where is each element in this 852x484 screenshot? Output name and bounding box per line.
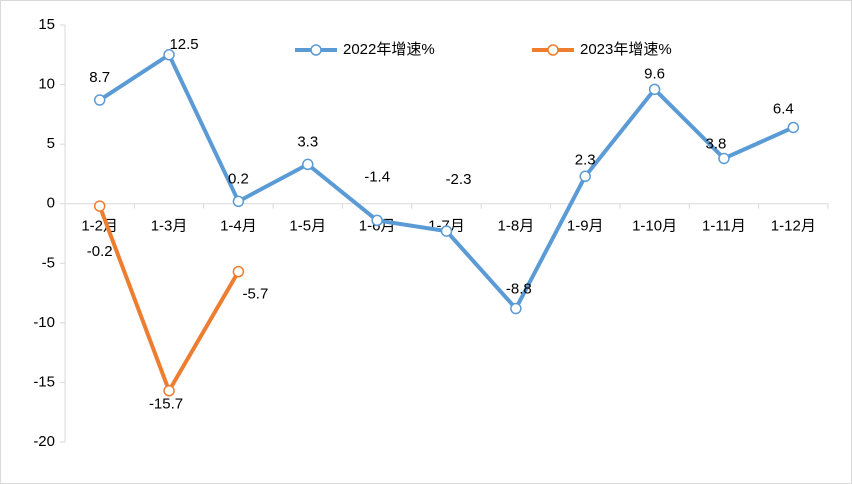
data-point	[579, 170, 591, 183]
data-point	[302, 158, 314, 171]
data-point	[93, 94, 106, 106]
data-point	[232, 265, 245, 278]
data-point	[232, 195, 245, 208]
y-tick-label: 0	[47, 195, 55, 212]
data-point	[440, 225, 453, 237]
data-point	[163, 49, 175, 61]
data-label: -2.3	[446, 171, 472, 188]
legend-label: 2022年增速%	[343, 41, 435, 58]
data-label: 2.3	[575, 151, 596, 168]
legend-marker	[547, 44, 559, 56]
x-tick-label: 1-8月	[498, 218, 535, 235]
data-label: -0.2	[87, 243, 113, 260]
y-tick-label: -5	[42, 254, 55, 271]
data-label: -8.8	[506, 281, 532, 298]
y-tick-label: 10	[38, 76, 55, 93]
data-label: -5.7	[242, 286, 268, 303]
y-tick-label: -15	[33, 373, 55, 390]
data-point	[648, 83, 661, 96]
legend-marker	[310, 44, 322, 56]
x-tick-label: 1-5月	[289, 218, 326, 235]
data-label: 3.8	[706, 135, 727, 152]
data-label: 8.7	[89, 69, 110, 86]
data-point	[93, 200, 106, 212]
y-tick-label: 15	[38, 16, 55, 33]
data-label: 0.2	[228, 170, 249, 187]
y-tick-label: -20	[33, 433, 55, 450]
y-tick-label: -10	[33, 314, 55, 331]
data-label: 12.5	[169, 36, 198, 53]
data-label: 6.4	[773, 100, 794, 117]
data-point	[718, 152, 730, 165]
x-tick-label: 1-3月	[151, 218, 188, 235]
x-tick-label: 1-9月	[567, 218, 604, 235]
data-point	[371, 214, 383, 227]
x-tick-label: 1-2月	[81, 218, 118, 235]
x-tick-label: 1-4月	[220, 218, 257, 235]
x-tick-label: 1-12月	[771, 218, 816, 235]
x-tick-label: 1-10月	[632, 218, 677, 235]
data-label: -1.4	[364, 168, 390, 185]
data-point	[163, 385, 175, 397]
data-point	[787, 121, 800, 134]
data-point	[510, 302, 522, 315]
legend-label: 2023年增速%	[580, 41, 672, 58]
data-label: -15.7	[149, 396, 183, 413]
x-tick-label: 1-11月	[702, 218, 746, 235]
data-label: 3.3	[297, 133, 318, 150]
y-tick-label: 5	[47, 135, 55, 152]
data-label: 9.6	[644, 65, 665, 82]
